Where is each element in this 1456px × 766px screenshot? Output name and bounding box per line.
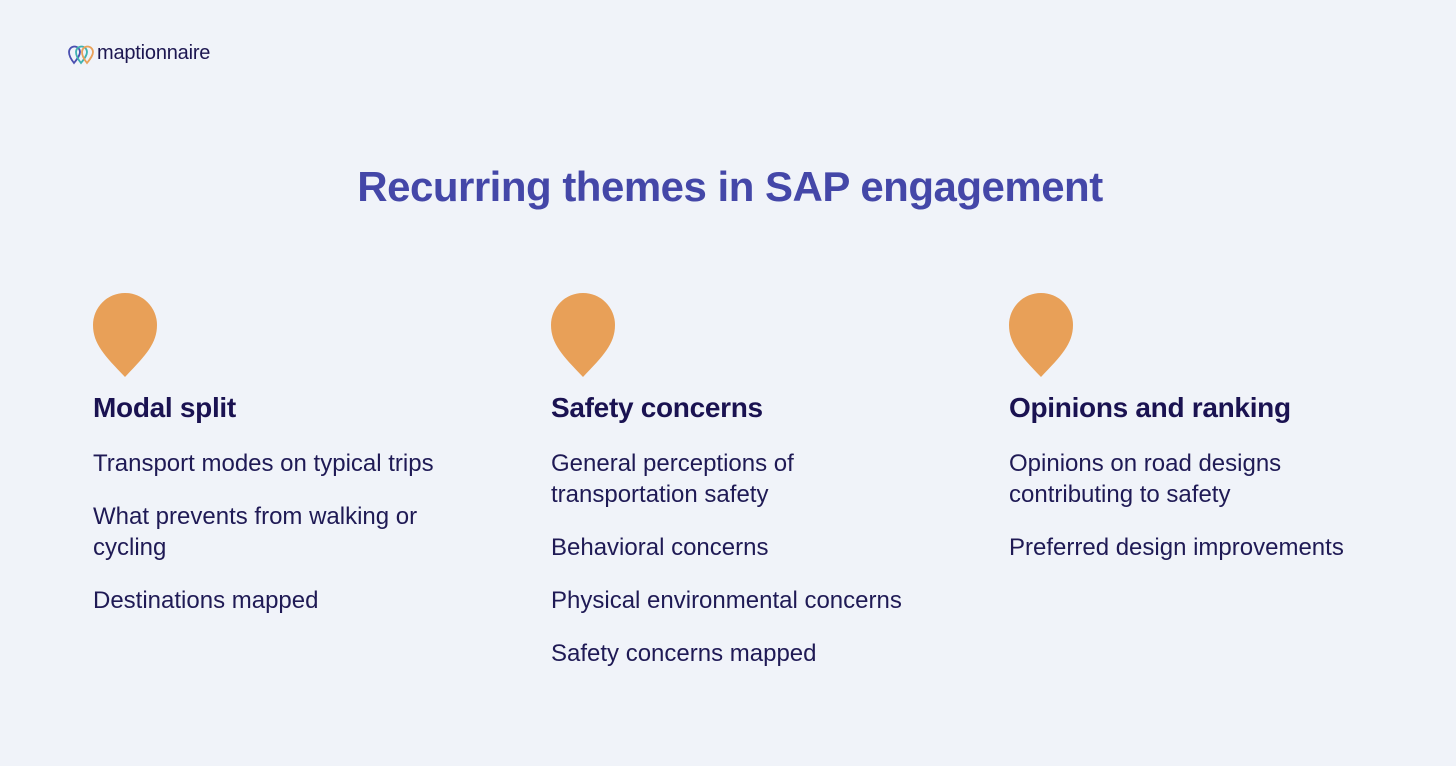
map-pin-icon xyxy=(1009,293,1073,377)
theme-column-modal-split: Modal split Transport modes on typical t… xyxy=(93,292,473,616)
theme-item: Destinations mapped xyxy=(93,587,319,614)
theme-heading: Modal split xyxy=(93,392,236,423)
theme-heading: Opinions and ranking xyxy=(1009,392,1291,423)
theme-item: General perceptions of transportation sa… xyxy=(551,450,794,508)
map-pin-icon xyxy=(551,293,615,377)
theme-column-safety-concerns: Safety concerns General perceptions of t… xyxy=(551,292,931,669)
brand-logo: maptionnaire xyxy=(68,42,210,65)
brand-name: maptionnaire xyxy=(97,42,211,64)
three-pins-logo-icon xyxy=(68,45,94,64)
theme-item: Behavioral concerns xyxy=(551,534,769,561)
theme-item: What prevents from walking or cycling xyxy=(93,503,418,561)
theme-item: Physical environmental concerns xyxy=(551,587,902,614)
theme-item: Safety concerns mapped xyxy=(551,640,817,667)
theme-item: Preferred design improvements xyxy=(1009,534,1344,561)
theme-item: Transport modes on typical trips xyxy=(93,450,434,477)
page-title: Recurring themes in SAP engagement xyxy=(357,163,1103,210)
theme-column-opinions-ranking: Opinions and ranking Opinions on road de… xyxy=(1009,292,1389,563)
map-pin-icon xyxy=(93,293,157,377)
theme-item: Opinions on road designs contributing to… xyxy=(1009,450,1282,508)
theme-heading: Safety concerns xyxy=(551,392,763,423)
